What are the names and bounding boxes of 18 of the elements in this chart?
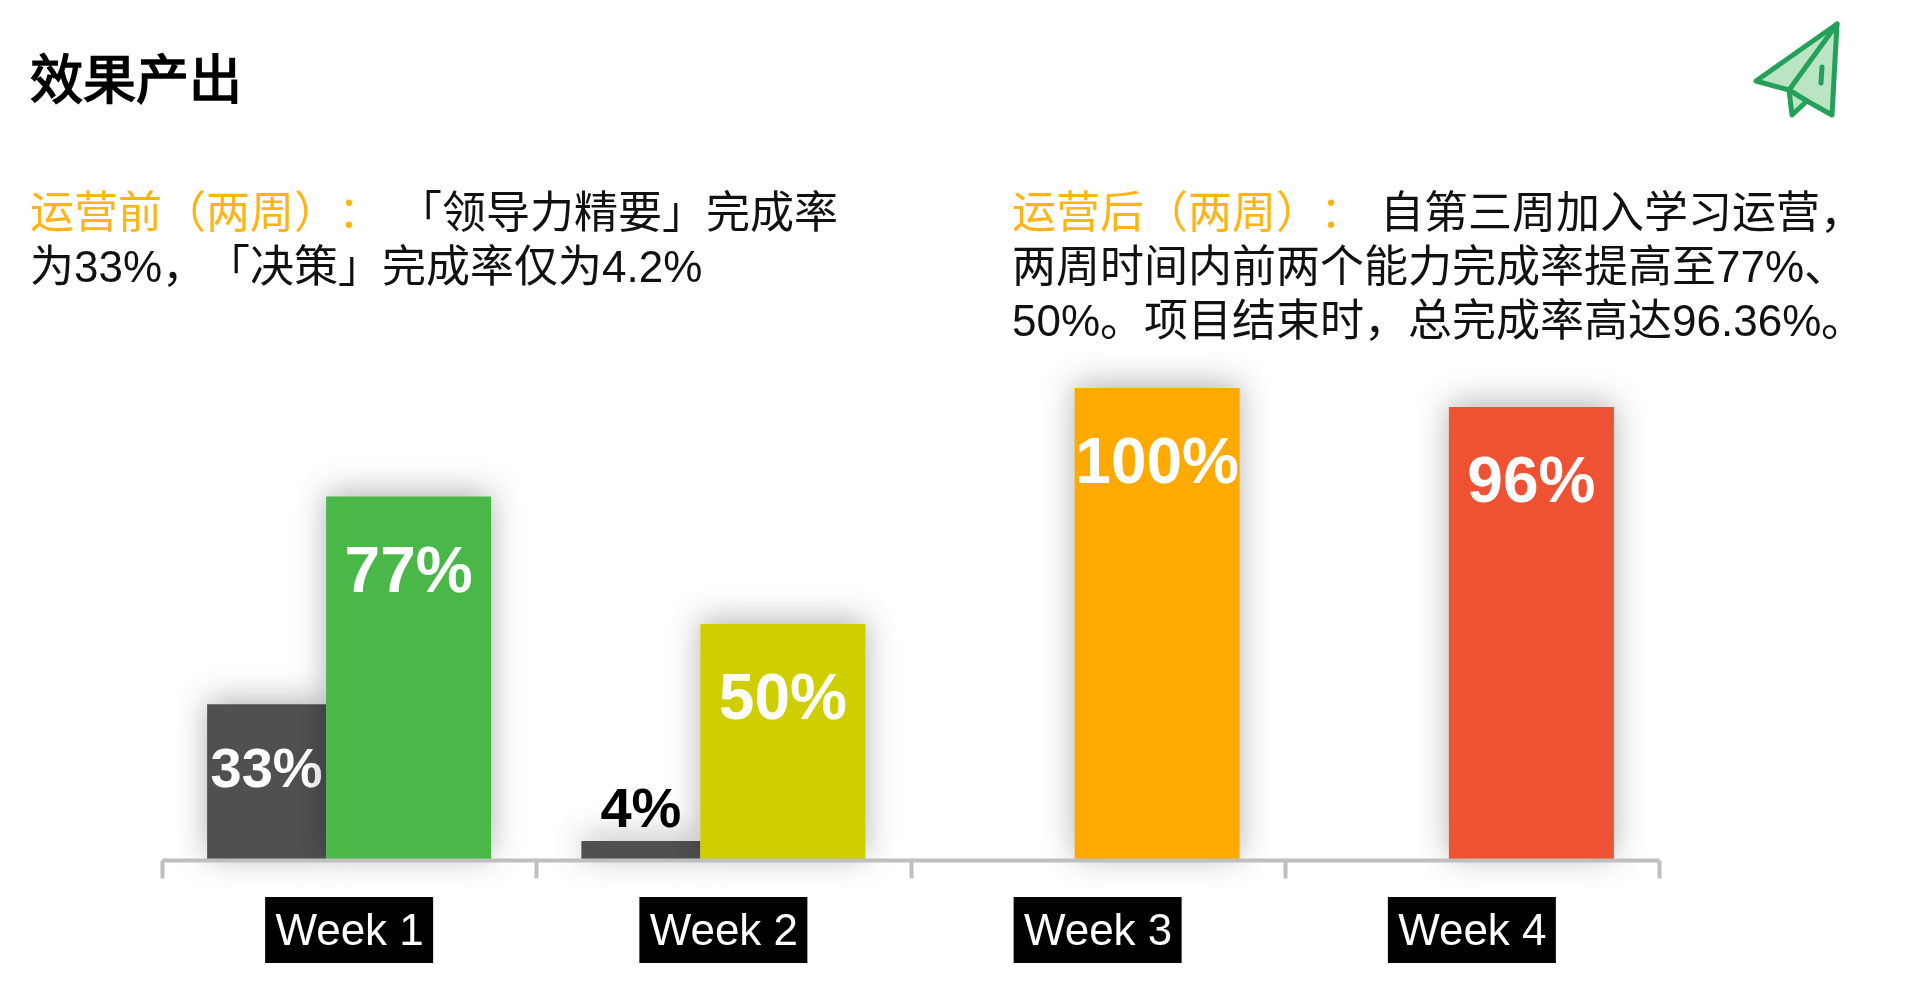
data-label: 100% <box>1075 425 1239 497</box>
x-tick-label: Week 3 <box>1023 904 1173 954</box>
bar <box>700 624 866 860</box>
bar <box>1074 388 1240 860</box>
text: 运营后（两周）：自第三周加入学习运营，两周时间内前两个能力完成率提高至77%、50%。项目结束时，总完成率高达96.36%。 <box>1012 187 1867 347</box>
data-label: 96% <box>1467 443 1596 516</box>
bar <box>1448 406 1614 860</box>
x-tick-label: Week 1 <box>275 904 424 954</box>
data-label: 33% <box>210 736 323 800</box>
data-label: 50% <box>718 661 847 733</box>
chart-title: 效果产出 <box>30 51 242 110</box>
data-label: 4% <box>600 776 682 840</box>
text: 运营前（两周）：「领导力精要」完成率为33%，「决策」完成率仅为4.2% <box>30 187 839 293</box>
data-label: 77% <box>344 533 473 606</box>
bar <box>581 841 701 860</box>
x-tick-label: Week 2 <box>649 904 799 954</box>
bar <box>326 496 492 860</box>
x-tick-label: Week 4 <box>1398 904 1547 954</box>
